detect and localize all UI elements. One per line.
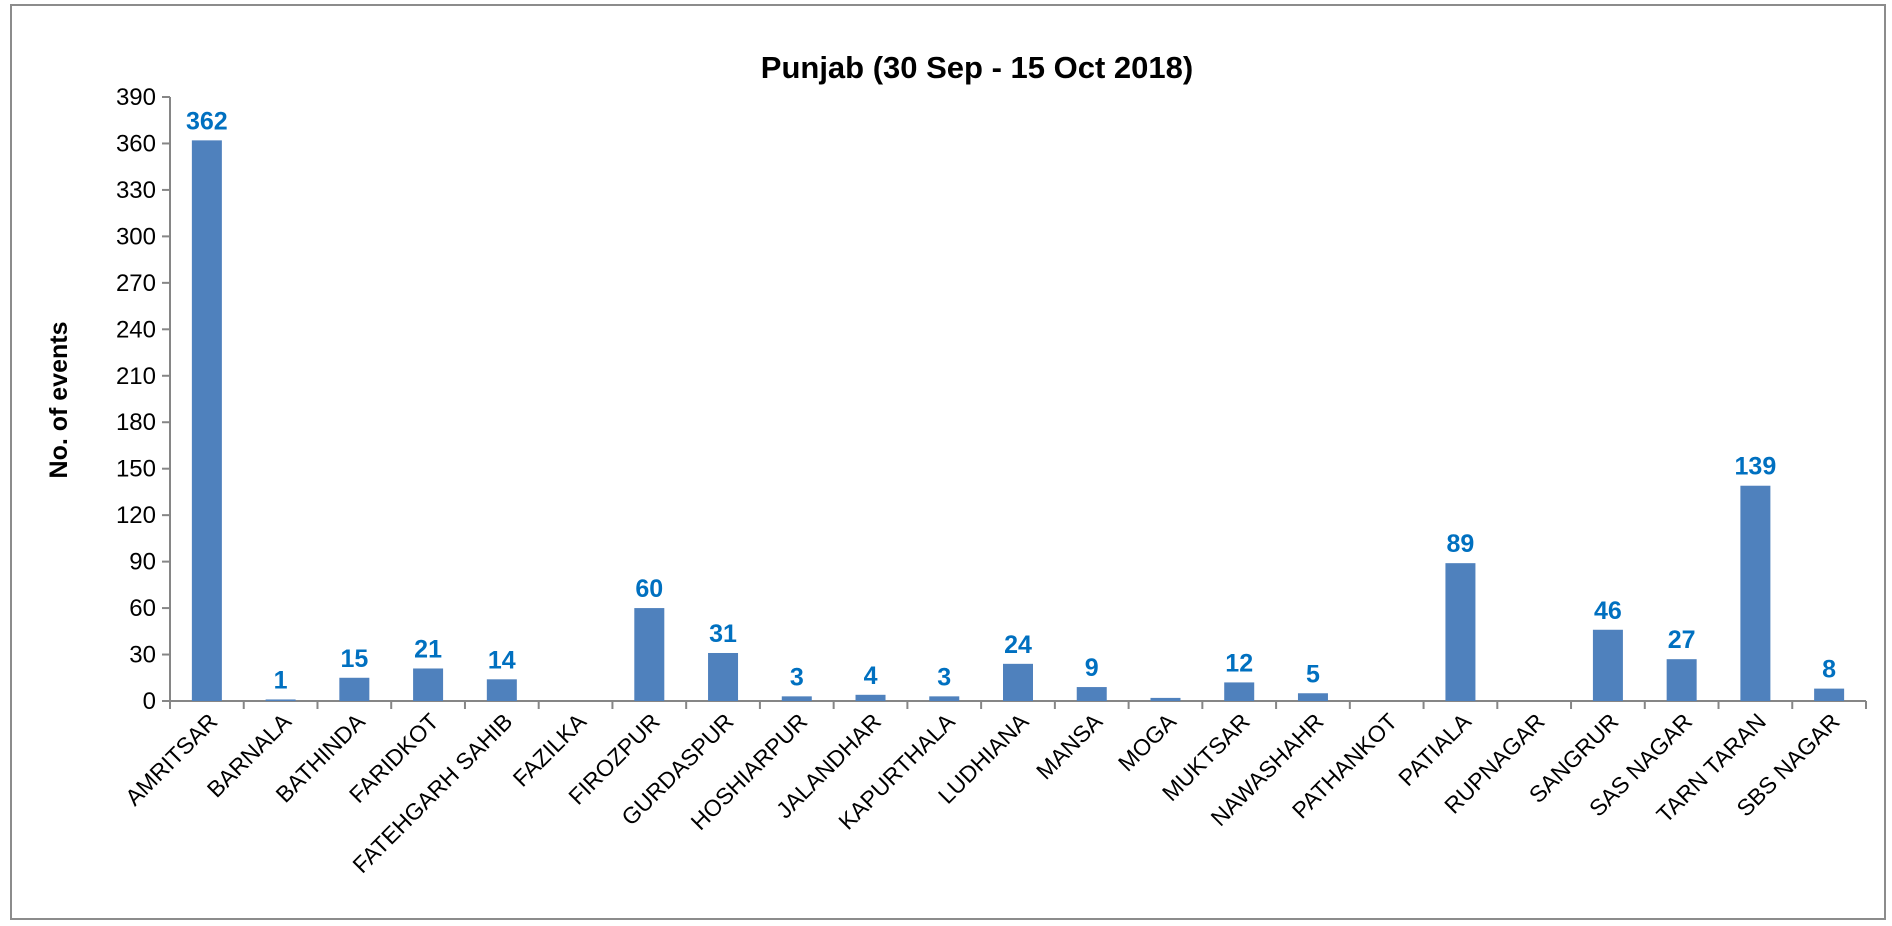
y-tick-label: 210 [116, 363, 156, 390]
y-tick-label: 390 [116, 84, 156, 111]
data-label: 362 [186, 107, 228, 135]
data-label: 5 [1306, 660, 1320, 688]
category-labels: AMRITSARBARNALABATHINDAFARIDKOTFATEHGARH… [120, 701, 1867, 878]
bar [929, 696, 960, 701]
y-ticks: 0 30 60 90 120 150 180 210 240 270 300 330 360 390 [116, 84, 170, 715]
bar [708, 652, 739, 701]
data-label: 31 [709, 620, 737, 648]
bar [1297, 693, 1328, 701]
bars [191, 140, 1845, 701]
y-tick-label: 240 [116, 316, 156, 343]
data-label: 24 [1004, 631, 1032, 659]
y-tick-label: 150 [116, 456, 156, 483]
data-label: 8 [1822, 656, 1836, 684]
bar [634, 608, 665, 701]
y-tick-label: 90 [129, 549, 156, 576]
bar [1740, 485, 1771, 701]
data-label: 1 [274, 666, 288, 694]
bar [781, 696, 812, 701]
data-label: 21 [414, 635, 442, 663]
y-tick-label: 180 [116, 409, 156, 436]
y-tick-label: 300 [116, 223, 156, 250]
chart-title: Punjab (30 Sep - 15 Oct 2018) [761, 50, 1193, 85]
y-tick-label: 0 [143, 688, 156, 715]
chart-frame [10, 4, 1886, 920]
data-label: 9 [1085, 654, 1099, 682]
bar [486, 679, 517, 701]
y-tick-label: 60 [129, 595, 156, 622]
bar [1150, 697, 1181, 701]
data-label: 14 [488, 646, 516, 674]
bar [339, 677, 370, 701]
y-tick-label: 360 [116, 130, 156, 157]
y-tick-label: 30 [129, 642, 156, 669]
bar [265, 699, 296, 701]
data-label: 3 [937, 663, 951, 691]
data-label: 27 [1668, 626, 1696, 654]
category-label: MOGA [1113, 708, 1182, 777]
y-tick-label: 270 [116, 270, 156, 297]
data-label: 46 [1594, 597, 1622, 625]
data-labels: 362 1 15 21 14 60 31 3 4 3 24 9 12 5 89 46 27 139 8 [186, 107, 1836, 694]
y-axis-label: No. of events [45, 322, 73, 479]
category-label: AMRITSAR [120, 708, 222, 810]
bar [1666, 659, 1697, 701]
category-label: MANSA [1031, 708, 1108, 785]
data-label: 89 [1447, 530, 1475, 558]
data-label: 4 [864, 662, 878, 690]
bar [191, 140, 222, 701]
bar [413, 668, 444, 701]
y-tick-label: 330 [116, 177, 156, 204]
bar [1814, 688, 1845, 701]
data-label: 12 [1225, 649, 1253, 677]
bar [1076, 687, 1107, 701]
data-label: 60 [635, 575, 663, 603]
data-label: 139 [1735, 453, 1777, 481]
data-label: 3 [790, 663, 804, 691]
data-label: 15 [340, 645, 368, 673]
bar [1003, 663, 1033, 701]
bar [1445, 563, 1476, 701]
y-tick-label: 120 [116, 502, 156, 529]
bar [1592, 629, 1623, 701]
bar [1224, 682, 1255, 701]
bar [855, 694, 886, 701]
